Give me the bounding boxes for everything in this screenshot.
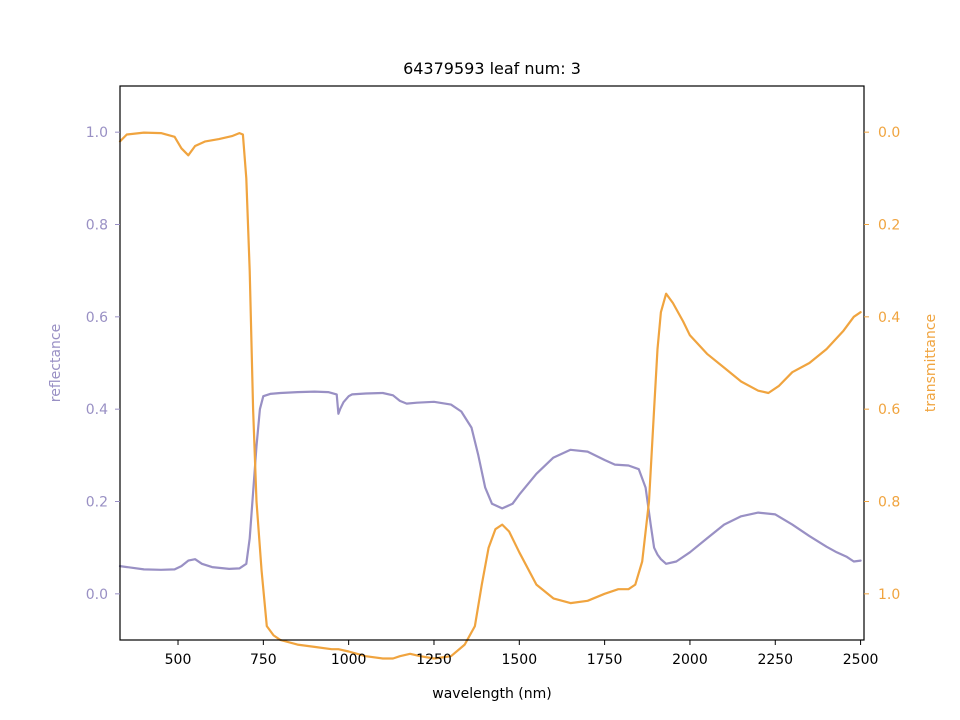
x-tick-label: 2000: [672, 652, 708, 668]
left-tick-label: 0.2: [86, 495, 108, 511]
x-tick-label: 750: [250, 652, 277, 668]
left-tick-label: 0.4: [86, 402, 108, 418]
right-tick-label: 0.6: [878, 402, 900, 418]
x-tick-label: 1000: [331, 652, 367, 668]
left-tick-label: 0.8: [86, 218, 108, 234]
left-tick-label: 0.6: [86, 310, 108, 326]
right-axis-label: transmittance: [923, 314, 939, 412]
right-tick-label: 1.0: [878, 587, 900, 603]
right-tick-label: 0.2: [878, 218, 900, 234]
plot-frame: [119, 85, 865, 641]
chart-title: 64379593 leaf num: 3: [403, 59, 581, 78]
x-tick-label: 2500: [843, 652, 879, 668]
x-tick-label: 2250: [757, 652, 793, 668]
left-tick-label: 0.0: [86, 587, 108, 603]
x-tick-label: 1750: [587, 652, 623, 668]
reflectance-line: [118, 390, 862, 571]
left-axis-label: reflectance: [48, 324, 64, 402]
x-tick-label: 1250: [416, 652, 452, 668]
left-tick-label: 1.0: [86, 125, 108, 141]
x-tick-label: 500: [165, 652, 192, 668]
x-tick-label: 1500: [501, 652, 537, 668]
x-axis-label: wavelength (nm): [432, 686, 551, 702]
right-tick-label: 0.0: [878, 125, 900, 141]
right-tick-label: 0.4: [878, 310, 900, 326]
right-tick-label: 0.8: [878, 495, 900, 511]
transmittance-line: [118, 131, 862, 660]
